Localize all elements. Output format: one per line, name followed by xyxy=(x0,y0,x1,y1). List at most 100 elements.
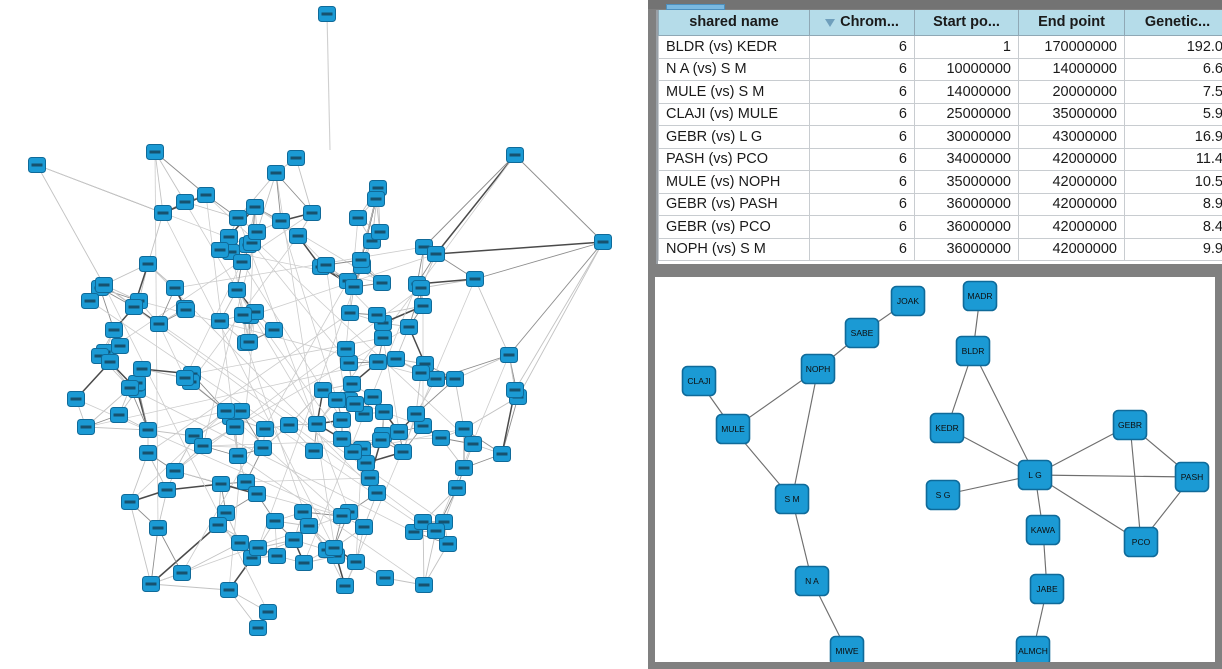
network-node-label xyxy=(467,442,479,446)
subnetwork-node[interactable]: MADR xyxy=(962,280,998,312)
table-row[interactable]: GEBR (vs) PCO 6 36000000 42000000 8.4 xyxy=(658,215,1222,239)
subnetwork-node[interactable]: L G xyxy=(1017,459,1053,491)
subnetwork-node[interactable]: ALMCH xyxy=(1015,635,1051,663)
network-edge[interactable] xyxy=(508,241,604,356)
network-edge[interactable] xyxy=(256,172,277,233)
network-edge[interactable] xyxy=(295,157,313,214)
network-edge[interactable] xyxy=(454,378,465,430)
subnetwork-node[interactable]: JABE xyxy=(1029,573,1065,605)
subnetwork-edge[interactable] xyxy=(1034,474,1193,478)
table-row[interactable]: N A (vs) S M 6 10000000 14000000 6.6 xyxy=(658,57,1222,81)
network-edge[interactable] xyxy=(237,455,425,586)
network-edge[interactable] xyxy=(474,241,604,280)
subnetwork-edge[interactable] xyxy=(791,368,819,500)
network-edge[interactable] xyxy=(154,151,186,203)
subnetwork-node[interactable]: MIWE xyxy=(829,635,865,663)
subnetwork-edge[interactable] xyxy=(1034,474,1142,543)
subnetwork-node[interactable]: KAWA xyxy=(1025,514,1061,546)
selected-subnetwork-panel[interactable]: JOAK SABE NOPH CLAJI MULE S M N A MIWE MADR BLDR K… xyxy=(648,270,1222,669)
network-edge[interactable] xyxy=(158,323,186,379)
subnetwork-node[interactable]: PASH xyxy=(1174,461,1210,493)
network-edge[interactable] xyxy=(85,426,149,431)
network-edge[interactable] xyxy=(147,312,351,454)
edge-table-scroll-area[interactable]: shared name Chrom... Start po... End poi… xyxy=(656,10,1222,264)
subnetwork-node[interactable]: GEBR xyxy=(1112,409,1148,441)
network-edge[interactable] xyxy=(154,151,164,214)
subnetwork-node[interactable]: N A xyxy=(794,565,830,597)
network-edge[interactable] xyxy=(435,241,604,255)
network-edge[interactable] xyxy=(150,524,219,585)
network-edge[interactable] xyxy=(150,583,230,591)
network-edge[interactable] xyxy=(129,410,227,503)
network-edge[interactable] xyxy=(280,220,338,401)
network-edge[interactable] xyxy=(129,452,149,503)
table-row[interactable]: BLDR (vs) KEDR 6 1 170000000 192.0 xyxy=(658,35,1222,59)
network-node-label xyxy=(597,240,609,244)
column-header-shared-name[interactable]: shared name xyxy=(658,10,810,36)
network-edge[interactable] xyxy=(422,521,425,586)
network-edge[interactable] xyxy=(474,278,510,356)
subnetwork-node[interactable]: S M xyxy=(774,483,810,515)
table-body[interactable]: BLDR (vs) KEDR 6 1 170000000 192.0 N A (vs) S… xyxy=(658,35,1222,261)
node-label: L G xyxy=(1028,470,1041,480)
network-edge[interactable] xyxy=(181,542,241,574)
network-edge[interactable] xyxy=(245,477,371,483)
subnetwork-node[interactable]: PCO xyxy=(1123,526,1159,558)
network-edge[interactable] xyxy=(237,217,350,513)
full-network-canvas[interactable] xyxy=(0,0,648,669)
subnetwork-node[interactable]: KEDR xyxy=(929,412,965,444)
edge-table[interactable]: shared name Chrom... Start po... End poi… xyxy=(658,10,1222,261)
network-edge[interactable] xyxy=(202,445,264,449)
network-edge[interactable] xyxy=(514,154,604,243)
subnetwork-node[interactable]: S G xyxy=(925,479,961,511)
network-edge[interactable] xyxy=(150,527,159,585)
column-header-genetic[interactable]: Genetic... xyxy=(1124,10,1222,36)
subnetwork-node[interactable]: BLDR xyxy=(955,335,991,367)
column-header-end-point[interactable]: End point xyxy=(1018,10,1125,36)
subnetwork-canvas[interactable]: JOAK SABE NOPH CLAJI MULE S M N A MIWE MADR BLDR K… xyxy=(655,277,1215,662)
table-tab-handle[interactable] xyxy=(666,4,725,10)
table-row[interactable]: MULE (vs) NOPH 6 35000000 42000000 10.5 xyxy=(658,170,1222,194)
subnetwork-node[interactable]: SABE xyxy=(844,317,880,349)
network-edge[interactable] xyxy=(36,164,249,246)
table-row[interactable]: GEBR (vs) PASH 6 36000000 42000000 8.9 xyxy=(658,192,1222,216)
subnetwork-edge[interactable] xyxy=(1129,424,1142,543)
node-label: KAWA xyxy=(1031,525,1056,535)
network-edge[interactable] xyxy=(99,212,313,357)
subnetwork-node[interactable]: CLAJI xyxy=(681,365,717,397)
network-node-label xyxy=(252,626,264,630)
network-edge[interactable] xyxy=(303,283,418,564)
network-edge[interactable] xyxy=(423,154,516,248)
subnetwork-node[interactable]: MULE xyxy=(715,413,751,445)
table-row[interactable]: MULE (vs) S M 6 14000000 20000000 7.5 xyxy=(658,80,1222,104)
table-row[interactable]: PASH (vs) PCO 6 34000000 42000000 11.4 xyxy=(658,147,1222,171)
subnetwork-edge[interactable] xyxy=(972,350,1036,476)
network-edge[interactable] xyxy=(514,241,604,391)
network-edge[interactable] xyxy=(423,530,437,586)
table-cell-genetic: 8.9 xyxy=(1124,192,1222,216)
network-edge[interactable] xyxy=(103,284,269,613)
table-row[interactable]: GEBR (vs) L G 6 30000000 43000000 16.9 xyxy=(658,125,1222,149)
node-shape xyxy=(1112,409,1148,441)
network-edge[interactable] xyxy=(435,154,516,255)
table-row[interactable]: CLAJI (vs) MULE 6 25000000 35000000 5.9 xyxy=(658,102,1222,126)
network-edge[interactable] xyxy=(36,164,105,286)
full-network-view[interactable] xyxy=(0,0,648,669)
network-edge[interactable] xyxy=(154,151,207,196)
column-header-chrom[interactable]: Chrom... xyxy=(809,10,915,36)
network-edge[interactable] xyxy=(517,241,604,398)
column-header-start-point[interactable]: Start po... xyxy=(914,10,1019,36)
network-node-label xyxy=(397,450,409,454)
subnetwork-node[interactable]: JOAK xyxy=(890,285,926,317)
network-edge[interactable] xyxy=(225,410,343,517)
subnetwork-node[interactable]: NOPH xyxy=(800,353,836,385)
network-edge[interactable] xyxy=(251,242,350,364)
network-edge[interactable] xyxy=(147,212,164,265)
network-edge[interactable] xyxy=(463,396,519,430)
network-edge[interactable] xyxy=(147,410,227,431)
table-row[interactable]: NOPH (vs) S M 6 36000000 42000000 9.9 xyxy=(658,237,1222,261)
network-edge[interactable] xyxy=(245,342,310,527)
network-edge[interactable] xyxy=(326,13,331,151)
network-edge[interactable] xyxy=(129,501,152,585)
network-edge[interactable] xyxy=(129,387,415,533)
